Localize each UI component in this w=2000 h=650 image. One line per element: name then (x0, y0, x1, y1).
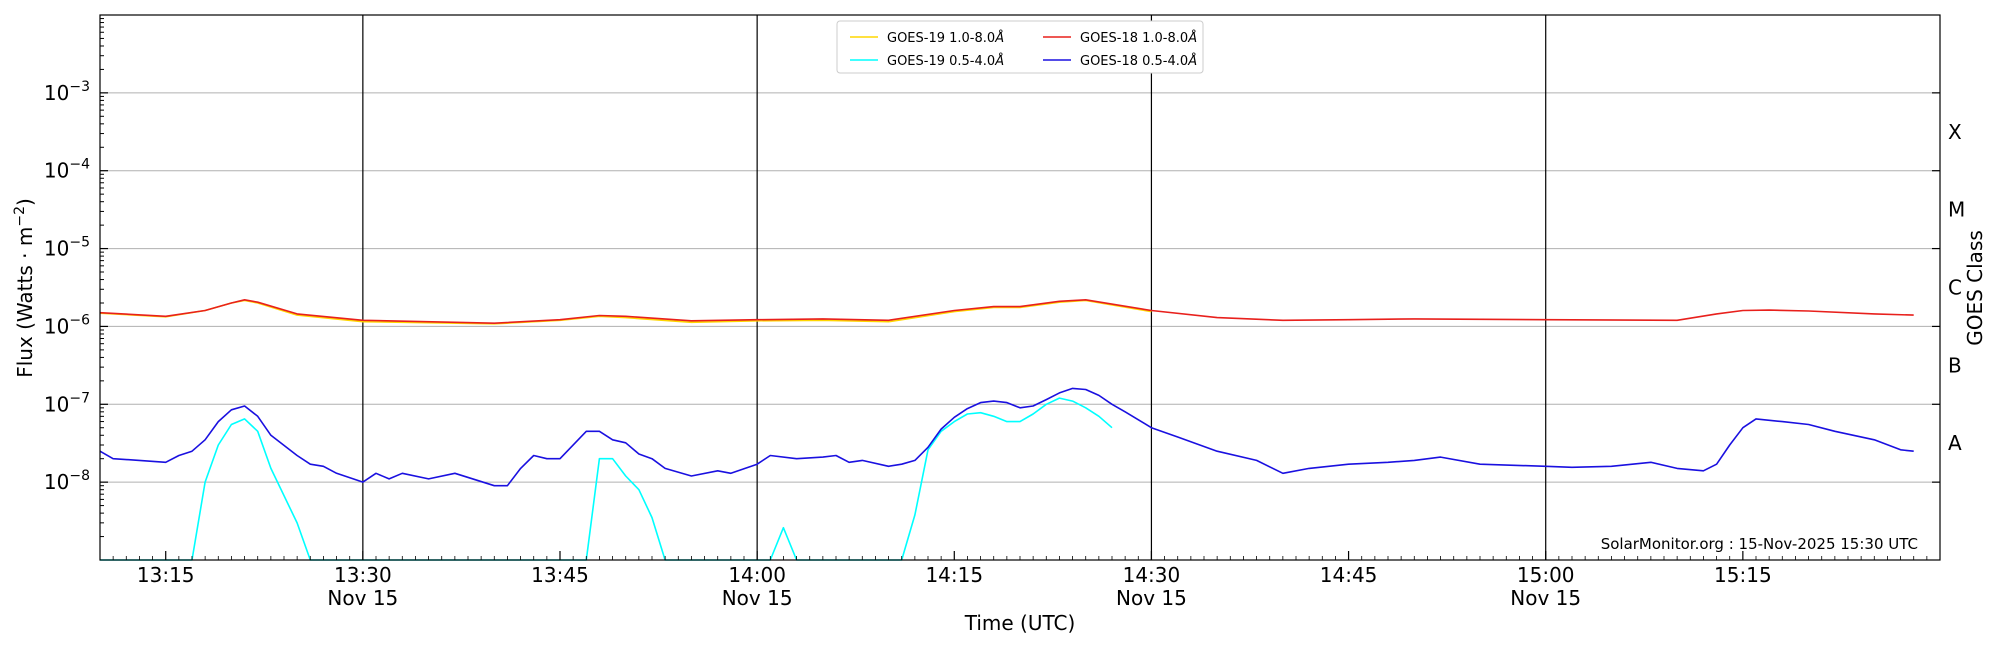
x-tick-date-label: Nov 15 (1510, 586, 1581, 610)
legend-entry-unit: Å (994, 53, 1004, 69)
legend-entry-name: GOES-19 0.5-4.0 (887, 54, 995, 69)
x-tick-label: 14:15 (925, 563, 983, 587)
y-tick-label-exp: −8 (69, 468, 90, 484)
legend-entry: GOES-19 0.5-4.0Å (887, 53, 1004, 69)
x-axis-label: Time (UTC) (964, 611, 1076, 635)
y-tick-label: 10−8 (44, 468, 90, 494)
legend-entry-unit: Å (994, 30, 1004, 46)
x-tick-date-label: Nov 15 (722, 586, 793, 610)
y-tick-label-base: 10 (44, 159, 69, 183)
y-tick-label: 10−7 (44, 390, 90, 416)
series-line-4 (99, 387, 1914, 487)
legend-entry: GOES-18 0.5-4.0Å (1080, 53, 1197, 69)
goes-class-label: X (1948, 120, 1962, 144)
legend-entry-name: GOES-19 1.0-8.0 (887, 31, 995, 46)
legend-entry: GOES-18 1.0-8.0Å (1080, 30, 1197, 46)
y-tick-label-exp: −6 (69, 312, 90, 328)
x-tick-label: 13:15 (137, 563, 195, 587)
y-tick-label-base: 10 (44, 237, 69, 261)
y-axis-label-sup: −2 (12, 206, 28, 227)
y-tick-label-base: 10 (44, 470, 69, 494)
y-axis-label-close: ) (13, 198, 37, 206)
series-layer (99, 298, 1914, 561)
x-tick-label: 15:00 (1517, 563, 1575, 587)
goes-class-label: C (1948, 276, 1962, 300)
legend-entry: GOES-19 1.0-8.0Å (887, 30, 1004, 46)
y-tick-label-exp: −7 (69, 390, 90, 406)
credit-text: SolarMonitor.org : 15-Nov-2025 15:30 UTC (1601, 535, 1918, 553)
y-tick-label-base: 10 (44, 81, 69, 105)
x-tick-label: 14:30 (1123, 563, 1181, 587)
x-tick-label: 13:45 (531, 563, 589, 587)
series-line-3 (100, 397, 1113, 561)
legend-box (836, 20, 1204, 74)
legend-entry-unit: Å (1187, 30, 1197, 46)
legend-entry-name: GOES-18 0.5-4.0 (1080, 54, 1188, 69)
x-tick-label: 15:15 (1714, 563, 1772, 587)
legend-entry-name: GOES-18 1.0-8.0 (1080, 31, 1188, 46)
grid (100, 15, 1940, 560)
y-tick-label-base: 10 (44, 392, 69, 416)
x-tick-label: 14:45 (1320, 563, 1378, 587)
y-tick-label: 10−6 (44, 312, 90, 338)
y-tick-label-exp: −5 (69, 235, 90, 251)
goes-class-label: M (1948, 198, 1965, 222)
y-tick-label: 10−4 (44, 157, 90, 183)
x-tick-date-label: Nov 15 (1116, 586, 1187, 610)
x-tick-date-label: Nov 15 (327, 586, 398, 610)
legend-entry-unit: Å (1187, 53, 1197, 69)
y-tick-label-base: 10 (44, 314, 69, 338)
goes-class-label: A (1948, 431, 1962, 455)
y-tick-label: 10−5 (44, 235, 90, 261)
x-tick-label: 13:30 (334, 563, 392, 587)
y-tick-label-exp: −4 (69, 157, 90, 173)
y-tick-label-exp: −3 (69, 79, 90, 95)
y2-axis-label: GOES Class (1963, 230, 1987, 346)
x-tick-label: 14:00 (728, 563, 786, 587)
series-line-2 (99, 298, 1914, 325)
goes-class-label: B (1948, 353, 1962, 377)
y-tick-label: 10−3 (44, 79, 90, 105)
y-axis-label-base: Flux (Watts · m (13, 227, 37, 378)
y-axis-label: Flux (Watts · m−2) (12, 198, 37, 378)
